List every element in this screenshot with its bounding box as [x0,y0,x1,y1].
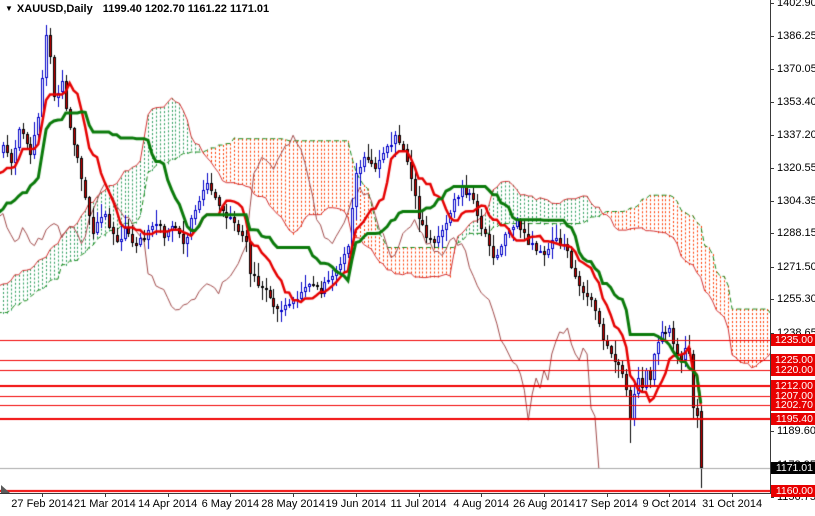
x-axis-tick-label: 9 Oct 2014 [642,498,697,510]
symbol-dropdown-icon[interactable]: ▼ [5,4,13,13]
price-scale[interactable]: 1402.90 1386.25 1370.05 1353.40 1337.20 1320.… [771,0,815,516]
x-axis-tick-label: 26 Aug 2014 [513,498,575,510]
y-axis-tick-mark [771,200,774,202]
y-axis-tick-mark [771,299,774,301]
current-price-badge: 1171.01 [771,462,815,475]
y-axis-tick-mark [771,3,774,4]
y-axis-line [770,0,771,494]
price-chart-canvas[interactable] [0,0,770,494]
chart-begin-marker-icon [1,485,10,493]
price-level-badge: 1225.00 [771,354,815,367]
x-axis-tick-mark [606,494,608,497]
y-axis-tick-label: 1271.50 [777,260,815,273]
x-axis-line [0,493,815,494]
x-axis-tick-mark [293,494,295,497]
y-axis-tick-mark [771,168,774,170]
price-level-badge: 1195.40 [771,413,815,426]
x-axis-tick-mark [543,494,545,497]
x-axis-tick-label: 14 Apr 2014 [137,498,198,510]
price-level-badge: 1212.00 [771,380,815,393]
x-axis-tick-label: 28 May 2014 [261,498,325,510]
x-axis-tick-mark [732,494,734,497]
time-scale[interactable]: 27 Feb 2014 21 Mar 2014 14 Apr 2014 6 May 2… [0,494,770,516]
y-axis-tick-label: 1370.05 [777,62,815,75]
x-axis-tick-label: 17 Sep 2014 [575,498,638,510]
x-axis-tick-label: 31 Oct 2014 [702,498,763,510]
x-axis-tick-mark [42,494,44,497]
x-axis-tick-label: 6 May 2014 [201,498,260,510]
x-axis-tick-label: 27 Feb 2014 [11,498,74,510]
y-axis-tick-mark [771,332,774,334]
y-axis-tick-mark [771,233,774,235]
y-axis-tick-mark [771,134,774,136]
y-axis-tick-mark [771,431,774,433]
y-axis-tick-mark [771,68,774,70]
x-axis-tick-mark [418,494,420,497]
y-axis-tick-label: 1255.30 [777,293,815,306]
ohlc-values: 1199.40 1202.70 1161.22 1171.01 [102,3,270,15]
y-axis-tick-mark [771,497,774,499]
x-axis-tick-mark [669,494,671,497]
y-axis-tick-label: 1304.35 [777,194,815,207]
x-axis-tick-mark [355,494,357,497]
price-level-badge: 1220.00 [771,364,815,377]
y-axis-tick-label: 1353.40 [777,96,815,109]
y-axis-tick-label: 1386.25 [777,30,815,43]
x-axis-tick-mark [167,494,169,497]
x-axis-tick-label: 19 Jun 2014 [325,498,387,510]
x-axis-tick-label: 4 Aug 2014 [453,498,510,510]
y-axis-tick-label: 1402.90 [777,0,815,9]
x-axis-tick-mark [104,494,106,497]
x-axis-tick-label: 11 Jul 2014 [390,498,447,510]
price-level-badge: 1202.70 [771,398,815,411]
x-axis-tick-mark [230,494,232,497]
y-axis-tick-label: 1320.55 [777,162,815,175]
chart-title: ▼ XAUUSD,Daily 1199.40 1202.70 1161.22 117… [5,3,269,15]
price-level-badge: 1235.00 [771,333,815,346]
price-level-badge: 1160.00 [771,484,815,497]
y-axis-tick-mark [771,266,774,268]
x-axis-tick-label: 21 Mar 2014 [74,498,136,510]
y-axis-tick-label: 1337.20 [777,128,815,141]
y-axis-tick-mark [771,36,774,38]
symbol-period-label: XAUUSD,Daily [16,3,93,15]
y-axis-tick-mark [771,102,774,104]
y-axis-tick-label: 1288.15 [777,227,815,240]
y-axis-tick-label: 1189.60 [777,425,815,438]
x-axis-tick-mark [481,494,483,497]
